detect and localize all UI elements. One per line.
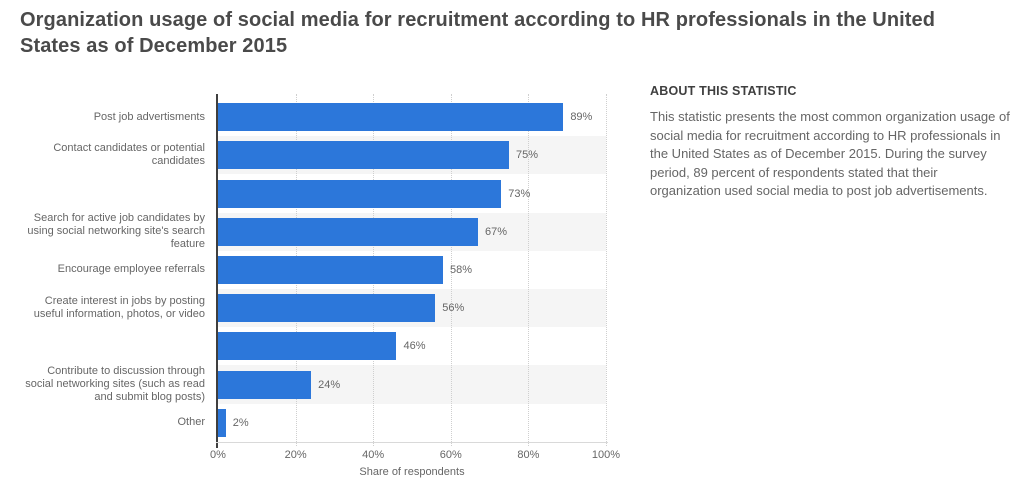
- bar[interactable]: [218, 217, 478, 246]
- value-label: 56%: [442, 302, 465, 315]
- value-label: 2%: [232, 416, 249, 429]
- bar[interactable]: [218, 408, 226, 437]
- page-title: Organization usage of social media for r…: [20, 9, 936, 57]
- category-label: [18, 327, 205, 365]
- bar[interactable]: [218, 332, 397, 361]
- value-label: 89%: [570, 111, 593, 124]
- value-label: 75%: [516, 149, 539, 162]
- value-label: 58%: [450, 263, 473, 276]
- y-axis-line: [216, 94, 218, 448]
- category-label: Search for active job candidates by usin…: [27, 212, 205, 251]
- bar[interactable]: [218, 179, 502, 208]
- x-axis-title: Share of respondents: [359, 465, 465, 478]
- category-label: Encourage employee referrals: [57, 263, 205, 276]
- bar-chart: Post job advertisments 89% Contact candida…: [18, 94, 621, 478]
- gridline: [450, 94, 452, 446]
- bar[interactable]: [218, 370, 312, 399]
- about-heading: ABOUT THIS STATISTIC: [650, 84, 797, 98]
- category-label: Post job advertisments: [93, 110, 205, 123]
- bar[interactable]: [218, 103, 564, 132]
- value-label: 67%: [484, 225, 507, 238]
- bar[interactable]: [218, 255, 444, 284]
- category-label: Other: [177, 416, 205, 429]
- gridline: [606, 94, 607, 446]
- x-tick-label: 40%: [362, 448, 385, 461]
- gridline: [528, 94, 530, 446]
- value-label: 73%: [508, 187, 531, 200]
- x-tick-label: 80%: [517, 448, 540, 461]
- x-axis-line: [216, 441, 608, 443]
- bar[interactable]: [218, 141, 509, 170]
- about-body: This statistic presents the most common …: [650, 109, 1010, 198]
- x-tick-label: 60%: [439, 448, 462, 461]
- category-label: [18, 174, 205, 212]
- value-label: 46%: [403, 340, 426, 353]
- x-tick-label: 20%: [284, 448, 307, 461]
- category-label: Create interest in jobs by posting usefu…: [33, 295, 205, 321]
- category-label: Contact candidates or potential candidat…: [53, 142, 205, 168]
- value-label: 24%: [318, 378, 341, 391]
- x-tick-label: 100%: [591, 448, 621, 461]
- x-tick-label: 0%: [210, 448, 226, 461]
- bar[interactable]: [218, 294, 436, 323]
- about-panel: ABOUT THIS STATISTIC This statistic pres…: [650, 84, 1010, 201]
- category-label: Contribute to discussion through social …: [25, 364, 205, 403]
